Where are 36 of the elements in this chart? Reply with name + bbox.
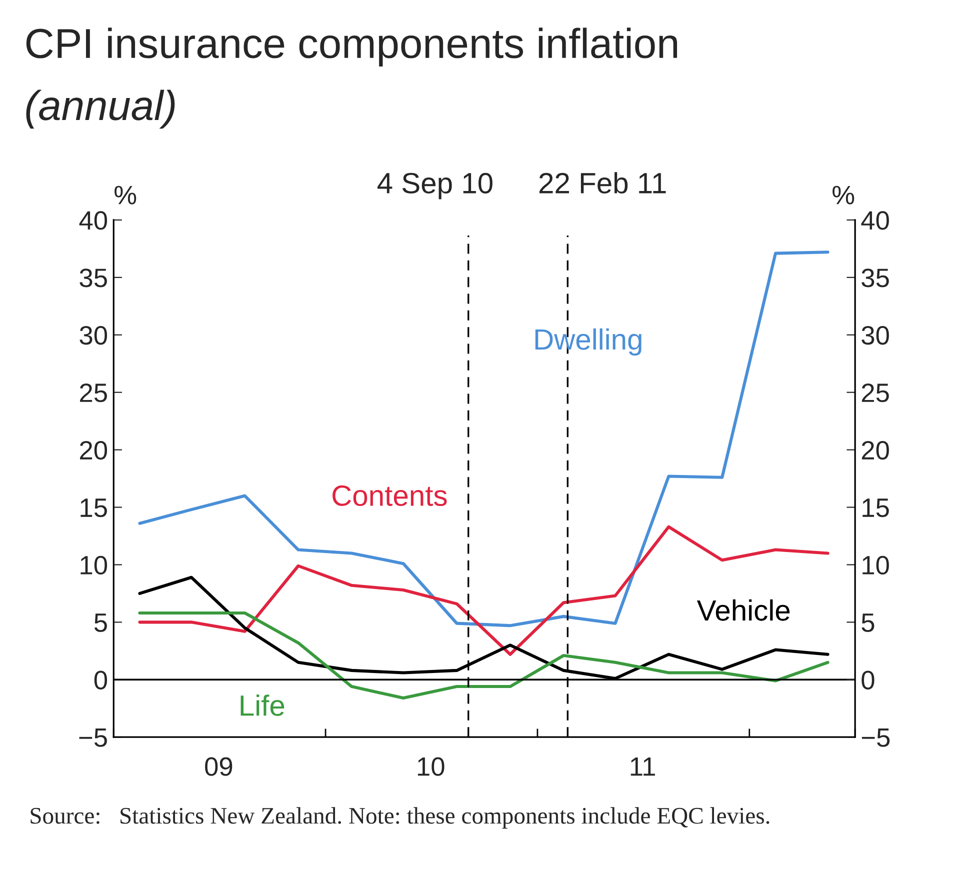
y-tick-label: −5 [79,728,107,747]
y2-axis-title: % [832,186,854,204]
source-note: Source: Statistics New Zealand. Note: these components include EQC levies. [30,807,770,829]
text: Dwelling [535,328,642,356]
series-label: Life [240,694,284,716]
y-tick-label: 5 [94,614,107,632]
y-tick-label: 40 [79,211,108,230]
y2-tick-label: 30 [862,326,889,345]
y2-tick-label: 0 [862,670,874,690]
ref-line-label: 22 Feb 11 [539,172,666,194]
chart-subtitle: (annual) [26,90,175,129]
x-tick-label: 09 [205,757,232,776]
y-tick-label: 20 [80,440,108,460]
y2-tick-label: 15 [862,498,889,518]
y-tick-label: 35 [80,268,107,288]
y-tick-label: 0 [94,670,108,690]
text: Contents [332,485,447,506]
y2-tick-label: 5 [862,614,874,632]
y2-tick-label: 20 [862,440,889,460]
y-tick-label: 15 [80,498,107,518]
x-tick-label: 11 [630,758,655,776]
y-tick-label: 30 [80,326,108,345]
y2-tick-label: −5 [862,728,890,747]
y-tick-label: 25 [80,383,107,402]
y-tick-label: 10 [80,556,108,575]
x-tick-label: 10 [418,757,444,776]
line-series [138,250,830,628]
chart-title: CPI insurance components inflation [26,28,678,67]
y2-tick-label: 35 [862,268,889,288]
y2-tick-label: 40 [861,211,889,230]
line-series [138,525,830,656]
y2-tick-label: 10 [862,556,889,575]
series-label: Vehicle [696,599,790,621]
y-axis-title: % [114,186,136,204]
ref-line-label: 4 Sep 10 [377,172,492,200]
y2-tick-label: 25 [862,383,889,402]
